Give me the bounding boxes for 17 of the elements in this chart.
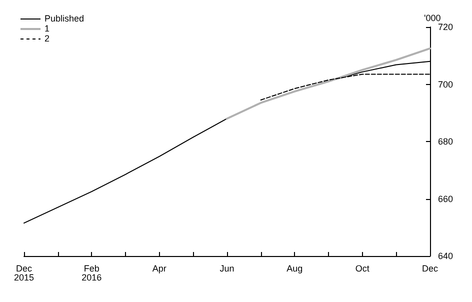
- line-series: [226, 47, 431, 120]
- y-tick-label: 660: [438, 194, 454, 204]
- y-tick-label: 720: [438, 22, 454, 32]
- x-tick-label: Apr: [152, 264, 166, 274]
- x-tick-label: Oct: [355, 264, 370, 274]
- x-tick-label: Aug: [286, 264, 303, 274]
- legend-label: Published: [44, 14, 84, 24]
- x-tick-label: Dec: [422, 264, 438, 274]
- legend-label: 2: [44, 34, 50, 44]
- x-tick-label: Feb 2016: [82, 264, 102, 282]
- y-axis-title: '000: [424, 13, 441, 24]
- y-tick-label: 680: [438, 136, 454, 146]
- y-tick-label: 640: [438, 251, 454, 261]
- legend-label: 1: [44, 24, 50, 34]
- x-tick-label: Dec 2015: [14, 264, 34, 282]
- y-tick-label: 700: [438, 79, 454, 90]
- x-tick-label: Jun: [220, 264, 234, 274]
